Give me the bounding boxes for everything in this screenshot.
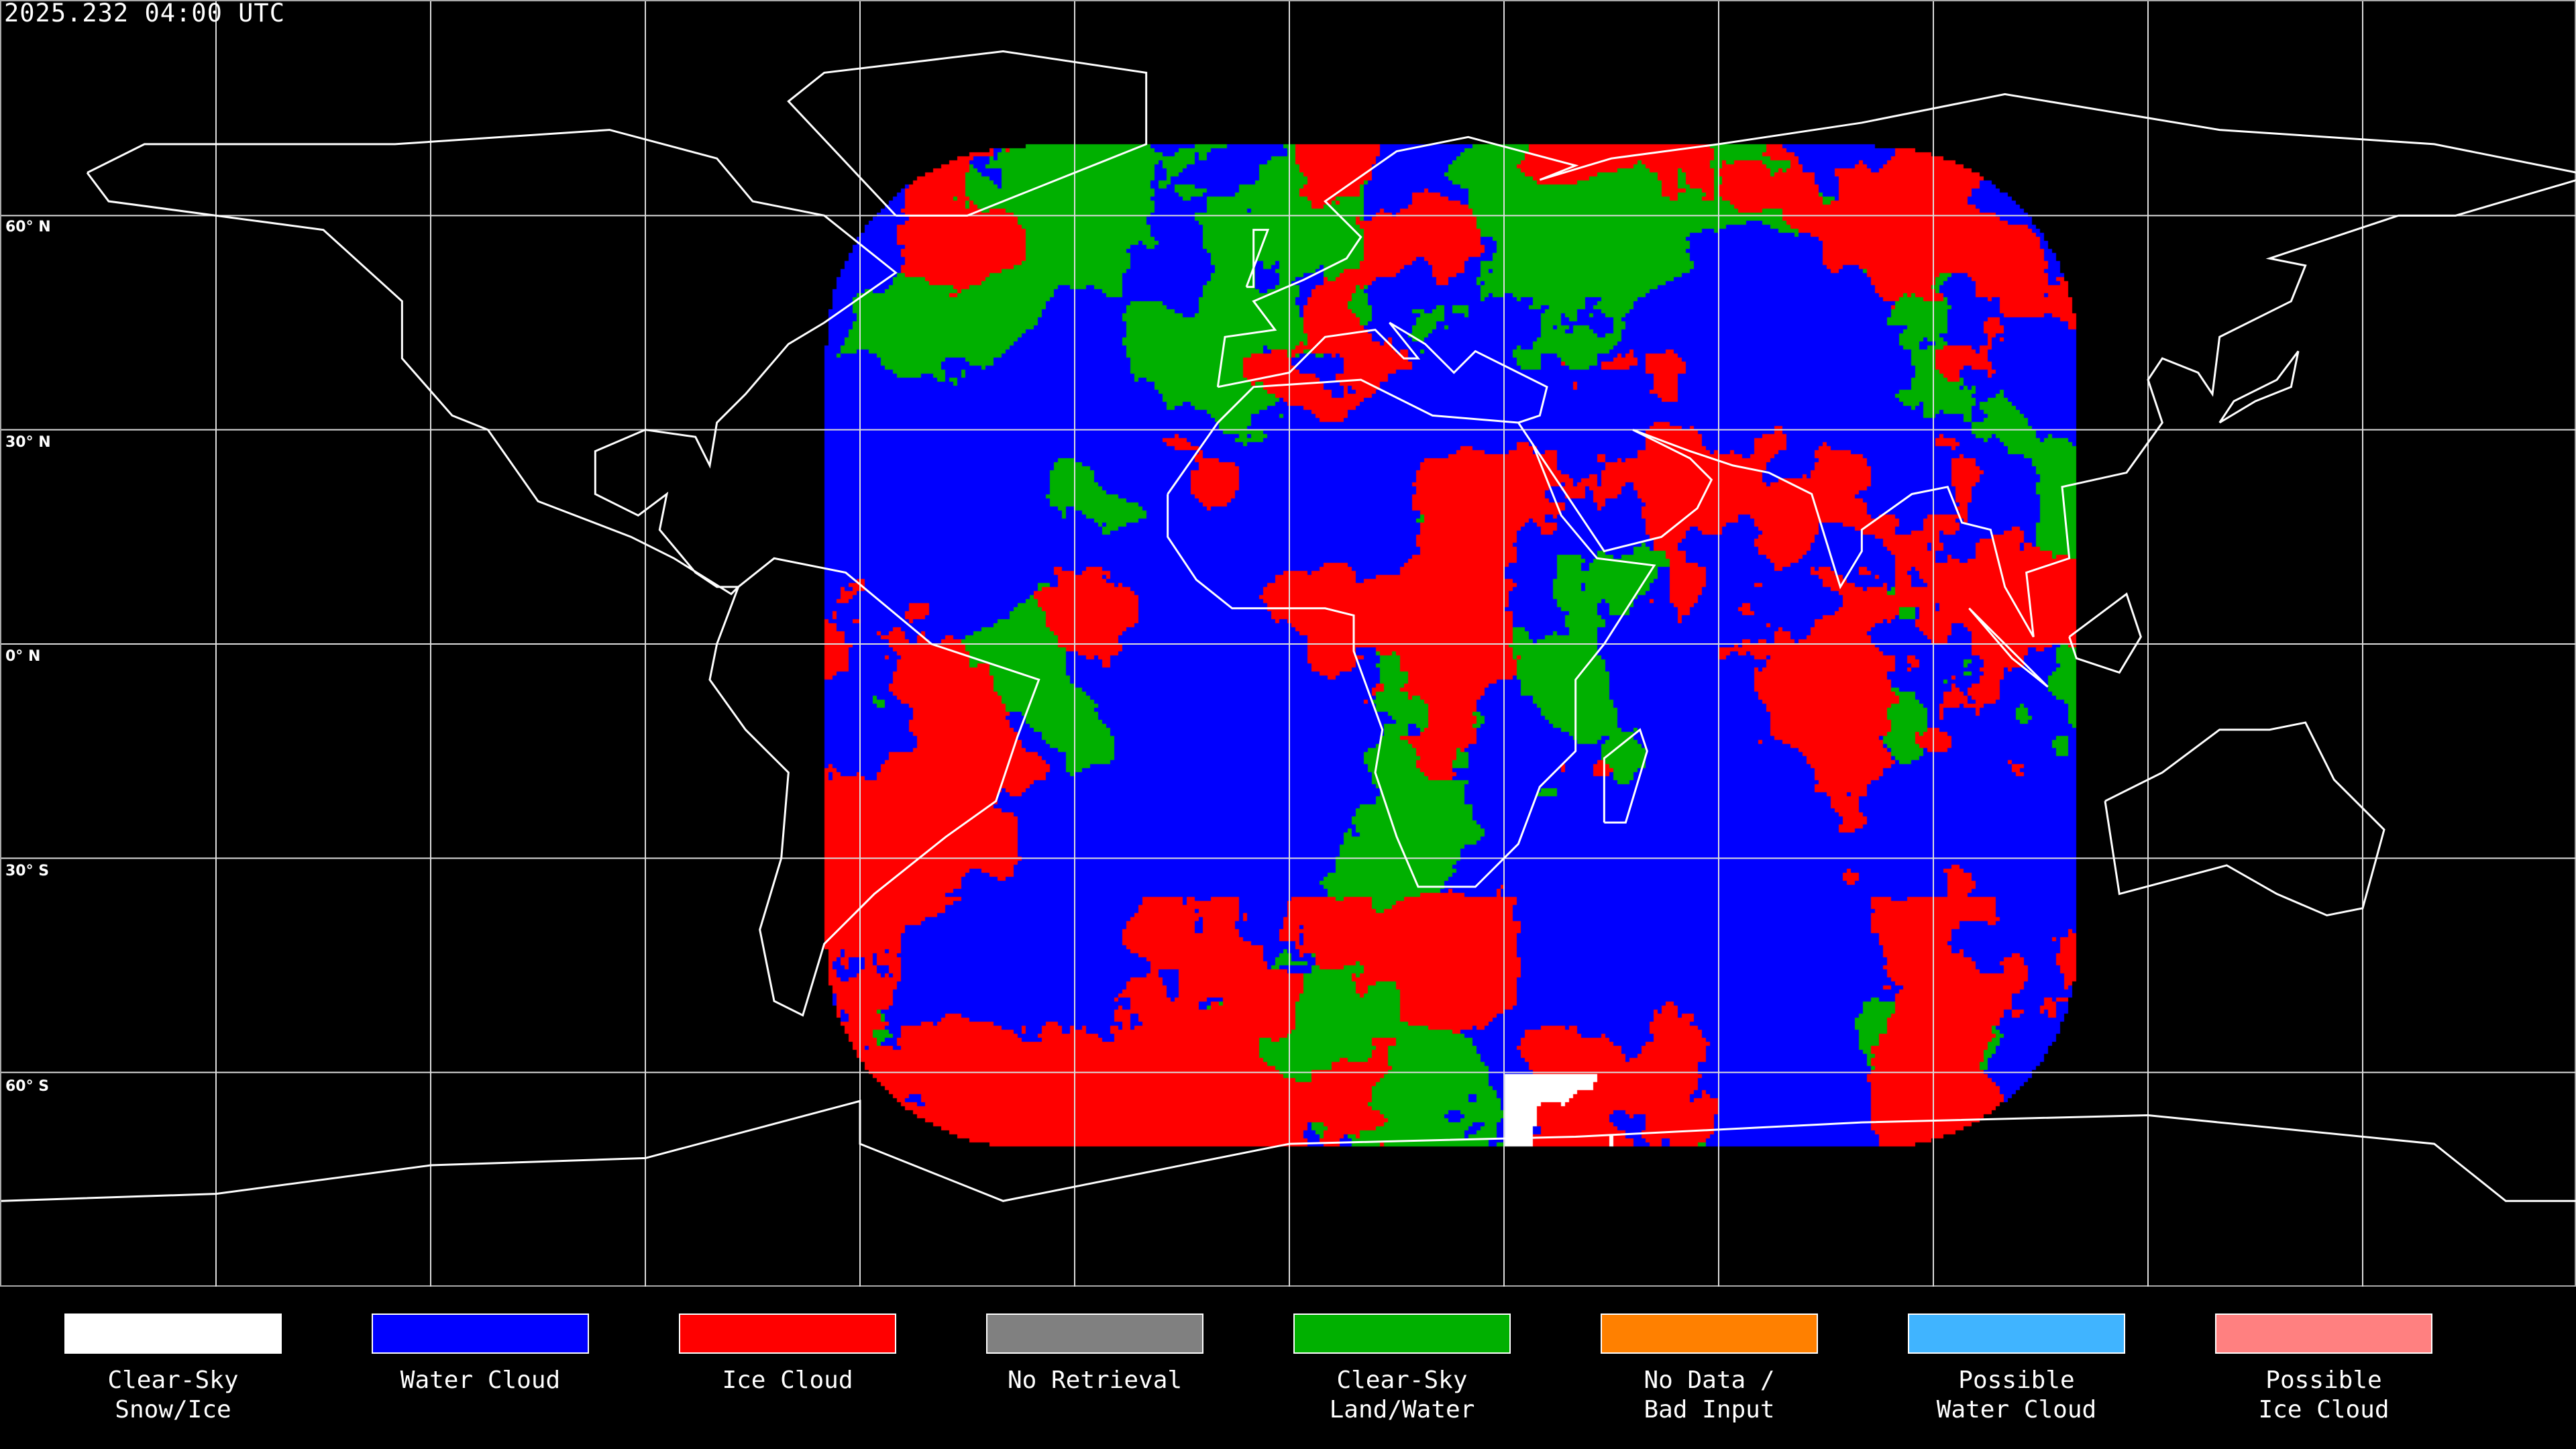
coastline bbox=[2104, 721, 2385, 917]
legend-swatch bbox=[64, 1313, 282, 1354]
lat-label-60s: 60° S bbox=[5, 1078, 50, 1095]
map-overlay bbox=[1, 1, 2576, 1287]
legend-swatch bbox=[1601, 1313, 1818, 1354]
legend-label: Possible Ice Cloud bbox=[2258, 1366, 2390, 1424]
lat-label-0n: 0° N bbox=[5, 648, 41, 665]
legend-label: Water Cloud bbox=[400, 1366, 561, 1394]
legend-label: Clear-Sky Land/Water bbox=[1329, 1366, 1475, 1424]
coastline bbox=[787, 50, 1148, 217]
legend-swatch bbox=[372, 1313, 589, 1354]
coastline bbox=[1216, 93, 2576, 388]
cloud-phase-map: 2025.232 04:00 UTC 60° N 30° N 0° N 30° … bbox=[0, 0, 2576, 1287]
legend-item: Clear-Sky Snow/Ice bbox=[64, 1313, 282, 1425]
coastline bbox=[708, 557, 1040, 1017]
legend-label: No Retrieval bbox=[1007, 1366, 1183, 1394]
legend-item: No Retrieval bbox=[986, 1313, 1203, 1395]
graticule bbox=[1, 1, 2576, 1287]
coastline bbox=[1167, 378, 1656, 888]
legend-item: Ice Cloud bbox=[679, 1313, 896, 1395]
legend-swatch bbox=[1908, 1313, 2125, 1354]
legend-label: Clear-Sky Snow/Ice bbox=[107, 1366, 239, 1424]
lat-label-60n: 60° N bbox=[5, 219, 51, 235]
coastline bbox=[1968, 607, 2049, 688]
lat-label-30n: 30° N bbox=[5, 434, 51, 451]
coastline bbox=[1218, 321, 1548, 424]
legend-item: Clear-Sky Land/Water bbox=[1293, 1313, 1511, 1425]
legend-swatch bbox=[2215, 1313, 2432, 1354]
legend-swatch bbox=[679, 1313, 896, 1354]
coastline bbox=[1532, 179, 2576, 638]
coastline bbox=[86, 129, 898, 596]
legend-label: No Data / Bad Input bbox=[1644, 1366, 1775, 1424]
coastlines bbox=[1, 50, 2576, 1202]
lat-label-30s: 30° S bbox=[5, 863, 50, 879]
legend-item: Possible Water Cloud bbox=[1908, 1313, 2125, 1425]
coastline bbox=[1, 1099, 2576, 1202]
legend-item: Possible Ice Cloud bbox=[2215, 1313, 2432, 1425]
coastline bbox=[1603, 728, 1648, 824]
legend-label: Ice Cloud bbox=[722, 1366, 853, 1394]
timestamp-title: 2025.232 04:00 UTC bbox=[4, 0, 285, 28]
legend-item: No Data / Bad Input bbox=[1601, 1313, 1818, 1425]
legend-label: Possible Water Cloud bbox=[1936, 1366, 2097, 1424]
legend-item: Water Cloud bbox=[372, 1313, 589, 1395]
coastline bbox=[1245, 229, 1270, 288]
coastline bbox=[2218, 350, 2300, 424]
legend-swatch bbox=[986, 1313, 1203, 1354]
legend-swatch bbox=[1293, 1313, 1511, 1354]
coastline bbox=[2068, 592, 2142, 674]
